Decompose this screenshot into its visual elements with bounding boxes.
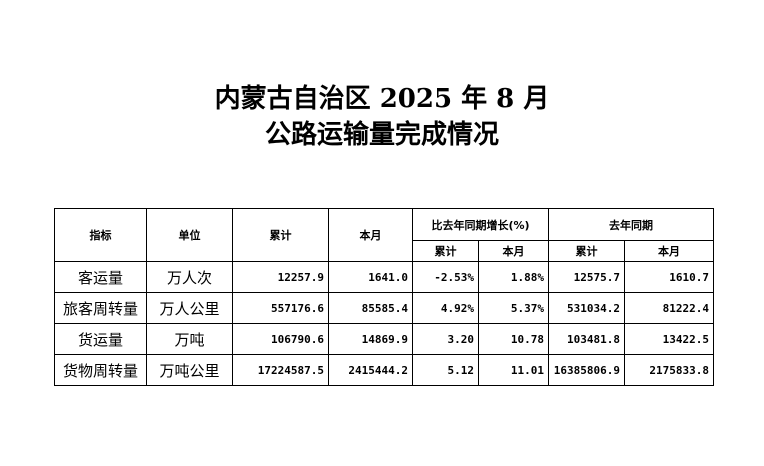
- cell-ly-cum: 12575.7: [548, 261, 625, 293]
- cell-indicator: 客运量: [54, 261, 147, 293]
- cell-month: 1641.0: [328, 261, 413, 293]
- cell-growth-cum: 3.20: [412, 323, 479, 355]
- header-indicator: 指标: [54, 208, 147, 262]
- cell-month: 2415444.2: [328, 354, 413, 386]
- cell-ly-month: 81222.4: [624, 292, 714, 324]
- cell-unit: 万吨: [146, 323, 233, 355]
- title-line-2: 公路运输量完成情况: [264, 120, 499, 150]
- header-ly-month: 本月: [624, 240, 714, 262]
- table-row: 客运量 万人次 12257.9 1641.0 -2.53% 1.88% 12575.7 161…: [54, 261, 714, 293]
- cell-month: 85585.4: [328, 292, 413, 324]
- header-growth-cumulative: 累计: [412, 240, 479, 262]
- cell-month: 14869.9: [328, 323, 413, 355]
- cell-ly-month: 2175833.8: [624, 354, 714, 386]
- cell-growth-month: 11.01: [478, 354, 549, 386]
- transport-table: 指标 单位 累计 本月 比去年同期增长(%) 去年同期 累计 本月 累计 本月 …: [54, 208, 714, 386]
- cell-cumulative: 106790.6: [232, 323, 329, 355]
- cell-unit: 万人公里: [146, 292, 233, 324]
- cell-ly-month: 13422.5: [624, 323, 714, 355]
- header-unit: 单位: [146, 208, 233, 262]
- cell-growth-month: 10.78: [478, 323, 549, 355]
- header-growth: 比去年同期增长(%): [412, 208, 549, 241]
- cell-growth-cum: -2.53%: [412, 261, 479, 293]
- cell-unit: 万吨公里: [146, 354, 233, 386]
- cell-growth-month: 1.88%: [478, 261, 549, 293]
- cell-ly-cum: 531034.2: [548, 292, 625, 324]
- header-growth-month: 本月: [478, 240, 549, 262]
- title-line-1: 内蒙古自治区 2025 年 8 月: [214, 84, 550, 114]
- header-cumulative: 累计: [232, 208, 329, 262]
- cell-indicator: 货运量: [54, 323, 147, 355]
- cell-growth-cum: 5.12: [412, 354, 479, 386]
- table-row: 货运量 万吨 106790.6 14869.9 3.20 10.78 103481.8 134…: [54, 323, 714, 355]
- cell-cumulative: 12257.9: [232, 261, 329, 293]
- cell-growth-cum: 4.92%: [412, 292, 479, 324]
- cell-growth-month: 5.37%: [478, 292, 549, 324]
- header-last-year: 去年同期: [548, 208, 714, 241]
- cell-ly-cum: 103481.8: [548, 323, 625, 355]
- cell-indicator: 旅客周转量: [54, 292, 147, 324]
- cell-indicator: 货物周转量: [54, 354, 147, 386]
- cell-unit: 万人次: [146, 261, 233, 293]
- cell-cumulative: 17224587.5: [232, 354, 329, 386]
- header-month: 本月: [328, 208, 413, 262]
- cell-cumulative: 557176.6: [232, 292, 329, 324]
- cell-ly-cum: 16385806.9: [548, 354, 625, 386]
- table-row: 旅客周转量 万人公里 557176.6 85585.4 4.92% 5.37% 531034…: [54, 292, 714, 324]
- table-row: 货物周转量 万吨公里 17224587.5 2415444.2 5.12 11.01 163…: [54, 354, 714, 386]
- header-ly-cumulative: 累计: [548, 240, 625, 262]
- cell-ly-month: 1610.7: [624, 261, 714, 293]
